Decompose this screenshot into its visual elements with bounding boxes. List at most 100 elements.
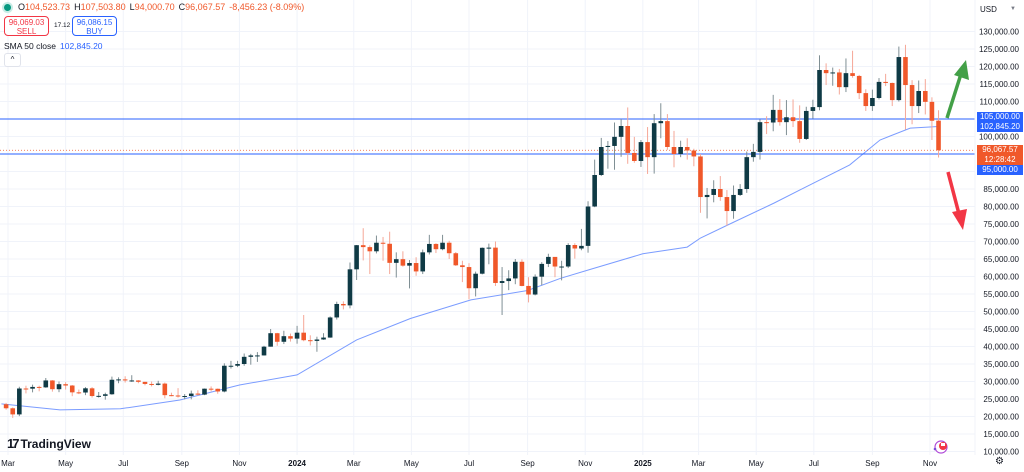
candle-body xyxy=(36,386,42,388)
indicator-legend[interactable]: SMA 50 close 102,845.20 xyxy=(4,41,103,51)
candle xyxy=(737,184,743,196)
candle-body xyxy=(400,259,406,266)
candle-body xyxy=(559,266,564,268)
candle xyxy=(605,141,611,169)
candle xyxy=(208,386,214,392)
candle xyxy=(149,381,154,387)
price-axis-label: 25,000.00 xyxy=(983,395,1019,404)
candle xyxy=(116,377,121,384)
candle xyxy=(222,363,227,393)
candle xyxy=(30,384,35,393)
candle-body xyxy=(109,379,115,395)
arrow-up-icon[interactable] xyxy=(954,60,969,80)
candle xyxy=(625,107,631,164)
candle-body xyxy=(572,245,578,249)
arrow-up-shaft[interactable] xyxy=(945,73,963,119)
candle xyxy=(870,89,875,111)
candle-body xyxy=(605,145,611,147)
horizontal-lines[interactable] xyxy=(0,118,975,155)
candle-body xyxy=(268,333,273,347)
indicator-label: SMA 50 close xyxy=(4,41,56,51)
price-axis[interactable]: 130,000.00 125,000.00 120,000.00 115,000.00… xyxy=(979,28,1020,457)
gear-icon[interactable]: ⚙ xyxy=(995,456,1004,467)
candle-body xyxy=(195,393,201,395)
broker-logo-icon[interactable] xyxy=(933,440,948,454)
candles-series xyxy=(3,44,941,418)
candle-body xyxy=(63,384,68,386)
candle xyxy=(175,388,181,398)
price-tag-sma: 102,845.20 xyxy=(977,122,1023,132)
candle-body xyxy=(440,242,445,250)
candle xyxy=(109,376,115,395)
candle-body xyxy=(612,136,617,146)
candle-body xyxy=(327,317,333,338)
bar-countdown: 12:28:42 xyxy=(977,155,1023,165)
buy-price: 96,086.15 xyxy=(76,18,113,27)
candle-body xyxy=(261,346,267,356)
price-axis-label: 110,000.00 xyxy=(980,98,1020,107)
currency-selector[interactable]: USD ▼ xyxy=(980,3,1020,16)
time-axis-label: Mar xyxy=(692,459,706,468)
candle-body xyxy=(889,82,895,101)
candle xyxy=(308,335,313,346)
sell-button[interactable]: 96,069.03 SELL xyxy=(4,16,49,36)
candle xyxy=(572,243,578,259)
candle-body xyxy=(136,380,141,382)
spread-value: 17.12 xyxy=(54,22,71,29)
candle xyxy=(559,260,564,281)
candle xyxy=(698,154,703,213)
candle xyxy=(169,392,174,397)
candle-body xyxy=(592,175,597,207)
candle-body xyxy=(3,404,9,409)
low-value: 94,000.70 xyxy=(134,2,175,12)
candle xyxy=(473,271,478,297)
candle-body xyxy=(704,194,710,198)
price-axis-label: 130,000.00 xyxy=(979,28,1020,37)
candle xyxy=(407,260,412,289)
candle-body xyxy=(374,242,379,252)
price-axis-label: 50,000.00 xyxy=(983,308,1019,317)
candle-body xyxy=(354,245,359,270)
candle-body xyxy=(651,123,657,158)
price-axis-label: 65,000.00 xyxy=(983,255,1019,264)
candle-body xyxy=(665,121,670,147)
price-tag-upper-line: 105,000.00 xyxy=(977,112,1023,122)
collapse-legend-button[interactable]: ^ xyxy=(4,53,21,67)
candle xyxy=(453,252,459,266)
candle xyxy=(691,148,697,167)
candle xyxy=(777,99,783,126)
candle xyxy=(539,262,545,286)
candle-body xyxy=(678,147,683,154)
time-axis[interactable]: Mar May Jul Sep Nov 2024 Mar May Jul Sep Nov 2025 Ma… xyxy=(1,459,937,468)
candle xyxy=(43,378,49,388)
arrow-down-shaft[interactable] xyxy=(946,171,961,215)
candle-body xyxy=(526,285,531,295)
tradingview-logo[interactable]: 17 TradingView xyxy=(7,436,91,451)
sell-price: 96,069.03 xyxy=(8,18,45,27)
arrow-down-icon[interactable] xyxy=(952,209,967,230)
time-axis-label: 2025 xyxy=(634,459,652,468)
open-value: 104,523.73 xyxy=(25,2,71,12)
candle xyxy=(321,333,326,340)
candle-body xyxy=(122,379,128,381)
candle xyxy=(341,301,346,310)
candle-body xyxy=(50,380,55,390)
candle-body xyxy=(876,81,882,98)
candle xyxy=(665,114,670,150)
candle xyxy=(10,407,16,418)
candle-body xyxy=(499,281,505,283)
candle xyxy=(327,316,333,338)
candle xyxy=(294,325,300,344)
candle-body xyxy=(777,109,783,123)
candle xyxy=(23,385,29,394)
annotation-arrows[interactable] xyxy=(945,60,969,230)
price-axis-label: 40,000.00 xyxy=(983,343,1019,352)
candle-body xyxy=(387,243,392,263)
candle xyxy=(3,402,9,410)
time-axis-label: Nov xyxy=(923,459,937,468)
time-axis-label: Mar xyxy=(1,459,15,468)
buy-button[interactable]: 96,086.15 BUY xyxy=(72,16,117,36)
candle-body xyxy=(751,151,756,158)
time-axis-label: Nov xyxy=(232,459,246,468)
